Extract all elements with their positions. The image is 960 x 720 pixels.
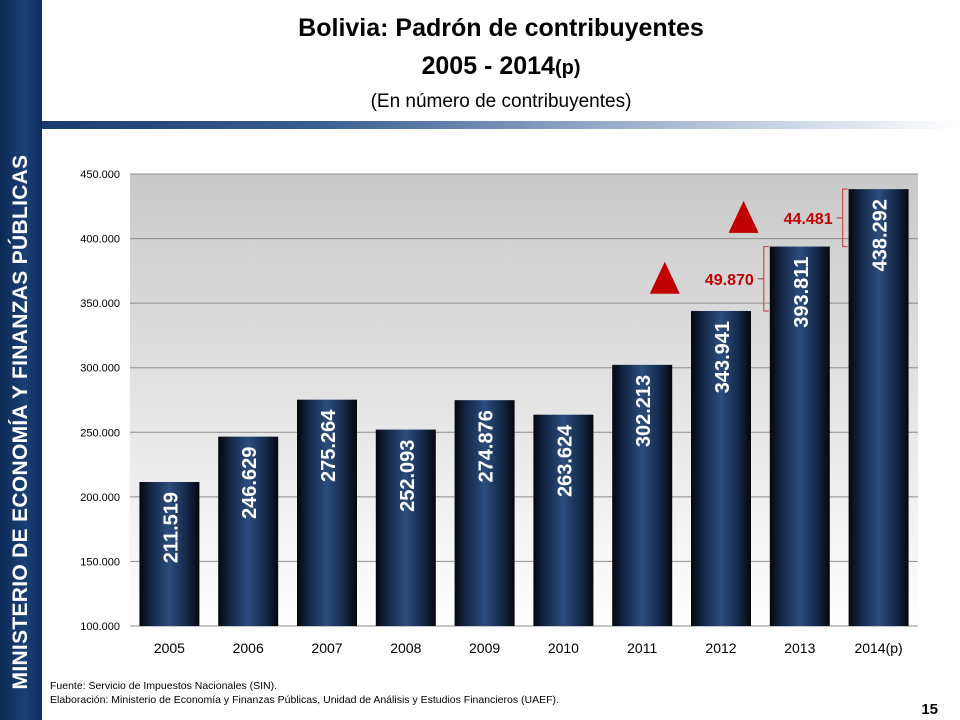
x-tick-label: 2007	[311, 640, 342, 656]
bar-value-label: 393.811	[791, 257, 813, 328]
y-tick-label: 250.000	[80, 427, 120, 439]
bars: 211.519 246.629 275.264 252.093 274.876 263.6…	[139, 189, 909, 626]
up-triangle-icon	[728, 200, 759, 233]
y-tick-label: 350.000	[80, 298, 120, 310]
bar-value-label: 252.093	[397, 440, 419, 512]
x-tick-label: 2005	[154, 640, 185, 656]
bar	[218, 436, 279, 626]
x-tick-label: 2006	[233, 640, 264, 656]
sidebar-band: MINISTERIO DE ECONOMÍA Y FINANZAS PÚBLIC…	[0, 0, 42, 720]
chart-subtitle: (En número de contribuyentes)	[370, 91, 632, 112]
bar-value-label: 246.629	[239, 447, 261, 519]
bar	[769, 246, 830, 626]
y-tick-label: 150.000	[80, 556, 120, 568]
chart-title: Bolivia: Padrón de contribuyentes	[298, 14, 704, 42]
chart-title-years: 2005 - 2014(p)	[42, 52, 960, 81]
page-number: 15	[921, 701, 938, 718]
up-triangle-icon	[649, 261, 680, 294]
y-tick-label: 200.000	[80, 492, 120, 504]
growth-value: 44.481	[784, 211, 833, 228]
bar-value-label: 343.941	[712, 321, 734, 393]
growth-bracket	[757, 245, 769, 312]
title-years-text: 2005 - 2014	[421, 52, 555, 80]
bar	[297, 399, 357, 626]
bar	[533, 414, 594, 626]
bar	[139, 481, 200, 626]
x-tick-label: 2012	[705, 640, 736, 656]
bar	[612, 364, 673, 626]
bar-value-label: 438.292	[870, 199, 892, 271]
header-divider	[42, 121, 960, 129]
x-tick-label: 2011	[627, 640, 657, 656]
growth-bracket	[836, 188, 848, 248]
x-tick-label: 2013	[784, 640, 815, 656]
title-preliminary-mark: (p)	[554, 57, 581, 79]
x-tick-label: 2014(p)	[854, 640, 902, 656]
x-axis-ticks: 2005 2006 2007 2008 2009 2010 2011 2012 2013 2014…	[154, 640, 903, 656]
y-tick-label: 450.000	[80, 169, 120, 181]
y-tick-label: 100.000	[80, 621, 120, 633]
bar-value-label: 274.876	[476, 410, 498, 482]
bar-value-label: 302.213	[633, 375, 655, 447]
bar-value-label: 211.519	[160, 492, 182, 563]
y-tick-label: 300.000	[80, 363, 120, 375]
bar-value-label: 275.264	[318, 409, 340, 482]
y-axis-ticks: 100.000 150.000 200.000 250.000 300.000 350.0…	[80, 169, 120, 633]
x-tick-label: 2009	[469, 640, 500, 656]
x-tick-label: 2010	[548, 640, 579, 656]
growth-value: 49.870	[705, 272, 754, 289]
x-tick-label: 2008	[390, 640, 421, 656]
source-note: Fuente: Servicio de Impuestos Nacionales…	[50, 680, 278, 692]
bar-value-label: 263.624	[554, 424, 576, 497]
y-tick-label: 400.000	[80, 234, 120, 246]
bar	[454, 400, 515, 626]
bar	[375, 429, 436, 626]
elaboration-note: Elaboración: Ministerio de Economía y Fi…	[50, 694, 559, 706]
bar	[848, 189, 909, 626]
bar	[691, 310, 751, 626]
growth-annotations: 49.870 44.481	[649, 188, 848, 312]
